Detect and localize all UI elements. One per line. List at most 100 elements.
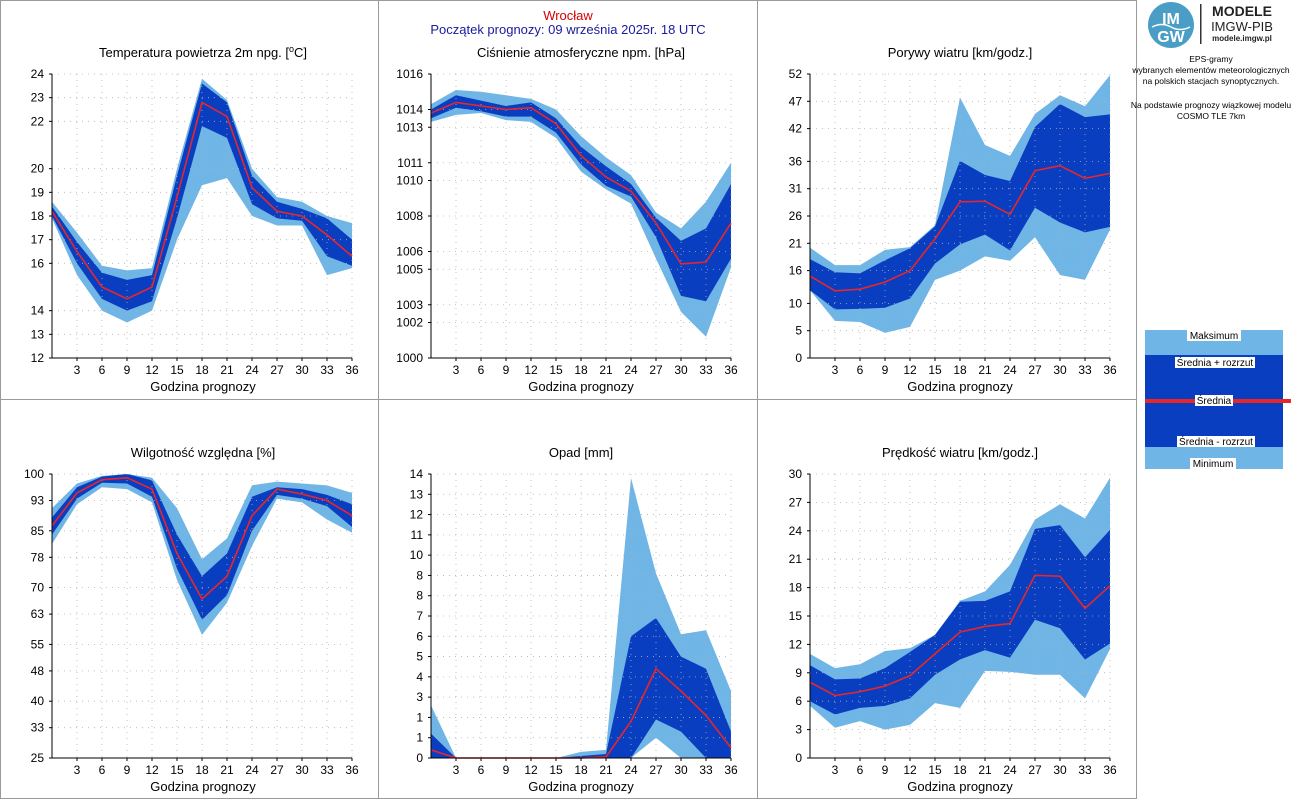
y-tick-label: 1008 xyxy=(396,209,423,223)
x-tick-label: 36 xyxy=(1103,763,1117,777)
y-tick-label: 1010 xyxy=(396,174,423,188)
x-axis-label: Godzina prognozy xyxy=(907,779,1013,794)
x-tick-label: 18 xyxy=(574,363,588,377)
x-tick-label: 36 xyxy=(345,763,359,777)
x-tick-label: 27 xyxy=(270,763,284,777)
x-tick-label: 33 xyxy=(1078,763,1092,777)
legend-label-bg xyxy=(1195,395,1233,406)
y-tick-label: 1 xyxy=(416,731,423,745)
chart-temperature: Temperatura powietrza 2m npg. [oC] 12 13 14… xyxy=(31,44,359,394)
x-tick-label: 33 xyxy=(320,763,334,777)
y-tick-label: 30 xyxy=(789,467,803,481)
x-tick-label: 12 xyxy=(524,363,538,377)
legend-label-bg xyxy=(1187,330,1241,341)
x-tick-label: 30 xyxy=(1053,763,1067,777)
logo-wave xyxy=(1151,23,1191,31)
x-tick-label: 9 xyxy=(503,363,510,377)
y-tick-label: 1 xyxy=(416,710,423,724)
y-tick-label: 14 xyxy=(31,304,45,318)
y-tick-label: 8 xyxy=(416,589,423,603)
x-tick-label: 33 xyxy=(699,763,713,777)
chart-title: Opad [mm] xyxy=(549,445,613,460)
x-tick-label: 3 xyxy=(453,763,460,777)
x-tick-label: 30 xyxy=(674,363,688,377)
mean-line xyxy=(430,101,732,265)
x-tick-label: 9 xyxy=(124,363,131,377)
y-tick-label: 1003 xyxy=(396,298,423,312)
legend-plus-label: Średnia + rozrzut xyxy=(1177,356,1254,369)
y-tick-label: 24 xyxy=(31,67,45,81)
mean-line xyxy=(51,476,353,601)
y-tick-label: 36 xyxy=(789,154,803,168)
x-tick-label: 12 xyxy=(903,763,917,777)
x-tick-label: 12 xyxy=(903,363,917,377)
logo-title: MODELE xyxy=(1212,3,1272,19)
side-line: na polskich stacjach synoptycznych. xyxy=(1143,76,1280,86)
x-tick-label: 21 xyxy=(220,363,234,377)
y-tick-label: 13 xyxy=(31,327,45,341)
x-tick-label: 24 xyxy=(1003,363,1017,377)
x-tick-label: 9 xyxy=(124,763,131,777)
y-tick-label: 19 xyxy=(31,185,45,199)
mean-line xyxy=(809,164,1111,292)
x-tick-label: 3 xyxy=(832,763,839,777)
y-tick-label: 63 xyxy=(31,607,45,621)
x-tick-label: 33 xyxy=(1078,363,1092,377)
x-tick-label: 30 xyxy=(295,763,309,777)
y-tick-label: 12 xyxy=(789,637,803,651)
y-tick-label: 48 xyxy=(31,664,45,678)
y-tick-label: 93 xyxy=(31,494,45,508)
legend: Maksimum Średnia + rozrzut Średnia Średn… xyxy=(1145,330,1291,470)
side-line: wybranych elementów meteorologicznych xyxy=(1131,65,1290,75)
y-tick-label: 5 xyxy=(795,324,802,338)
band-spread xyxy=(810,525,1110,715)
x-axis-label: Godzina prognozy xyxy=(907,379,1013,394)
x-tick-label: 9 xyxy=(882,763,889,777)
y-tick-label: 0 xyxy=(795,751,802,765)
x-tick-label: 27 xyxy=(649,763,663,777)
panel-frames xyxy=(0,0,1137,799)
x-tick-label: 33 xyxy=(699,363,713,377)
side-line: EPS-gramy xyxy=(1189,54,1233,64)
y-tick-label: 21 xyxy=(789,236,803,250)
x-tick-label: 36 xyxy=(724,363,738,377)
x-axis-label: Godzina prognozy xyxy=(528,379,634,394)
y-tick-label: 10 xyxy=(410,548,424,562)
legend-label-bg xyxy=(1177,436,1255,447)
side-line: Na podstawie prognozy wiązkowej modelu xyxy=(1131,100,1291,110)
x-tick-label: 24 xyxy=(1003,763,1017,777)
legend-label-bg xyxy=(1190,458,1236,469)
x-axis-label: Godzina prognozy xyxy=(150,379,256,394)
x-tick-label: 21 xyxy=(220,763,234,777)
chart-pressure: Ciśnienie atmosferyczne npm. [hPa] 1000 10… xyxy=(396,45,738,394)
y-tick-label: 26 xyxy=(789,209,803,223)
legend-mean-label: Średnia xyxy=(1197,394,1232,407)
y-tick-label: 47 xyxy=(789,94,803,108)
x-tick-label: 6 xyxy=(99,763,106,777)
y-tick-label: 10 xyxy=(789,296,803,310)
y-tick-label: 3 xyxy=(795,723,802,737)
x-tick-label: 3 xyxy=(74,363,81,377)
logo-mark-bottom: GW xyxy=(1157,29,1185,46)
logo-mark-top: IM xyxy=(1162,11,1180,28)
x-axis-label: Godzina prognozy xyxy=(528,779,634,794)
x-tick-label: 30 xyxy=(295,363,309,377)
x-tick-label: 30 xyxy=(674,763,688,777)
y-tick-label: 1005 xyxy=(396,262,423,276)
x-tick-label: 36 xyxy=(1103,363,1117,377)
legend-max-label: Maksimum xyxy=(1190,331,1238,342)
x-tick-label: 18 xyxy=(195,763,209,777)
y-tick-label: 85 xyxy=(31,524,45,538)
x-tick-label: 3 xyxy=(74,763,81,777)
x-tick-label: 30 xyxy=(1053,363,1067,377)
y-tick-label: 22 xyxy=(31,114,45,128)
mean-line xyxy=(51,101,353,300)
y-tick-label: 40 xyxy=(31,694,45,708)
x-tick-label: 18 xyxy=(953,763,967,777)
y-tick-label: 9 xyxy=(795,666,802,680)
logo-circle xyxy=(1148,2,1194,48)
y-tick-label: 12 xyxy=(410,508,424,522)
y-tick-label: 1000 xyxy=(396,351,423,365)
x-tick-label: 15 xyxy=(170,363,184,377)
